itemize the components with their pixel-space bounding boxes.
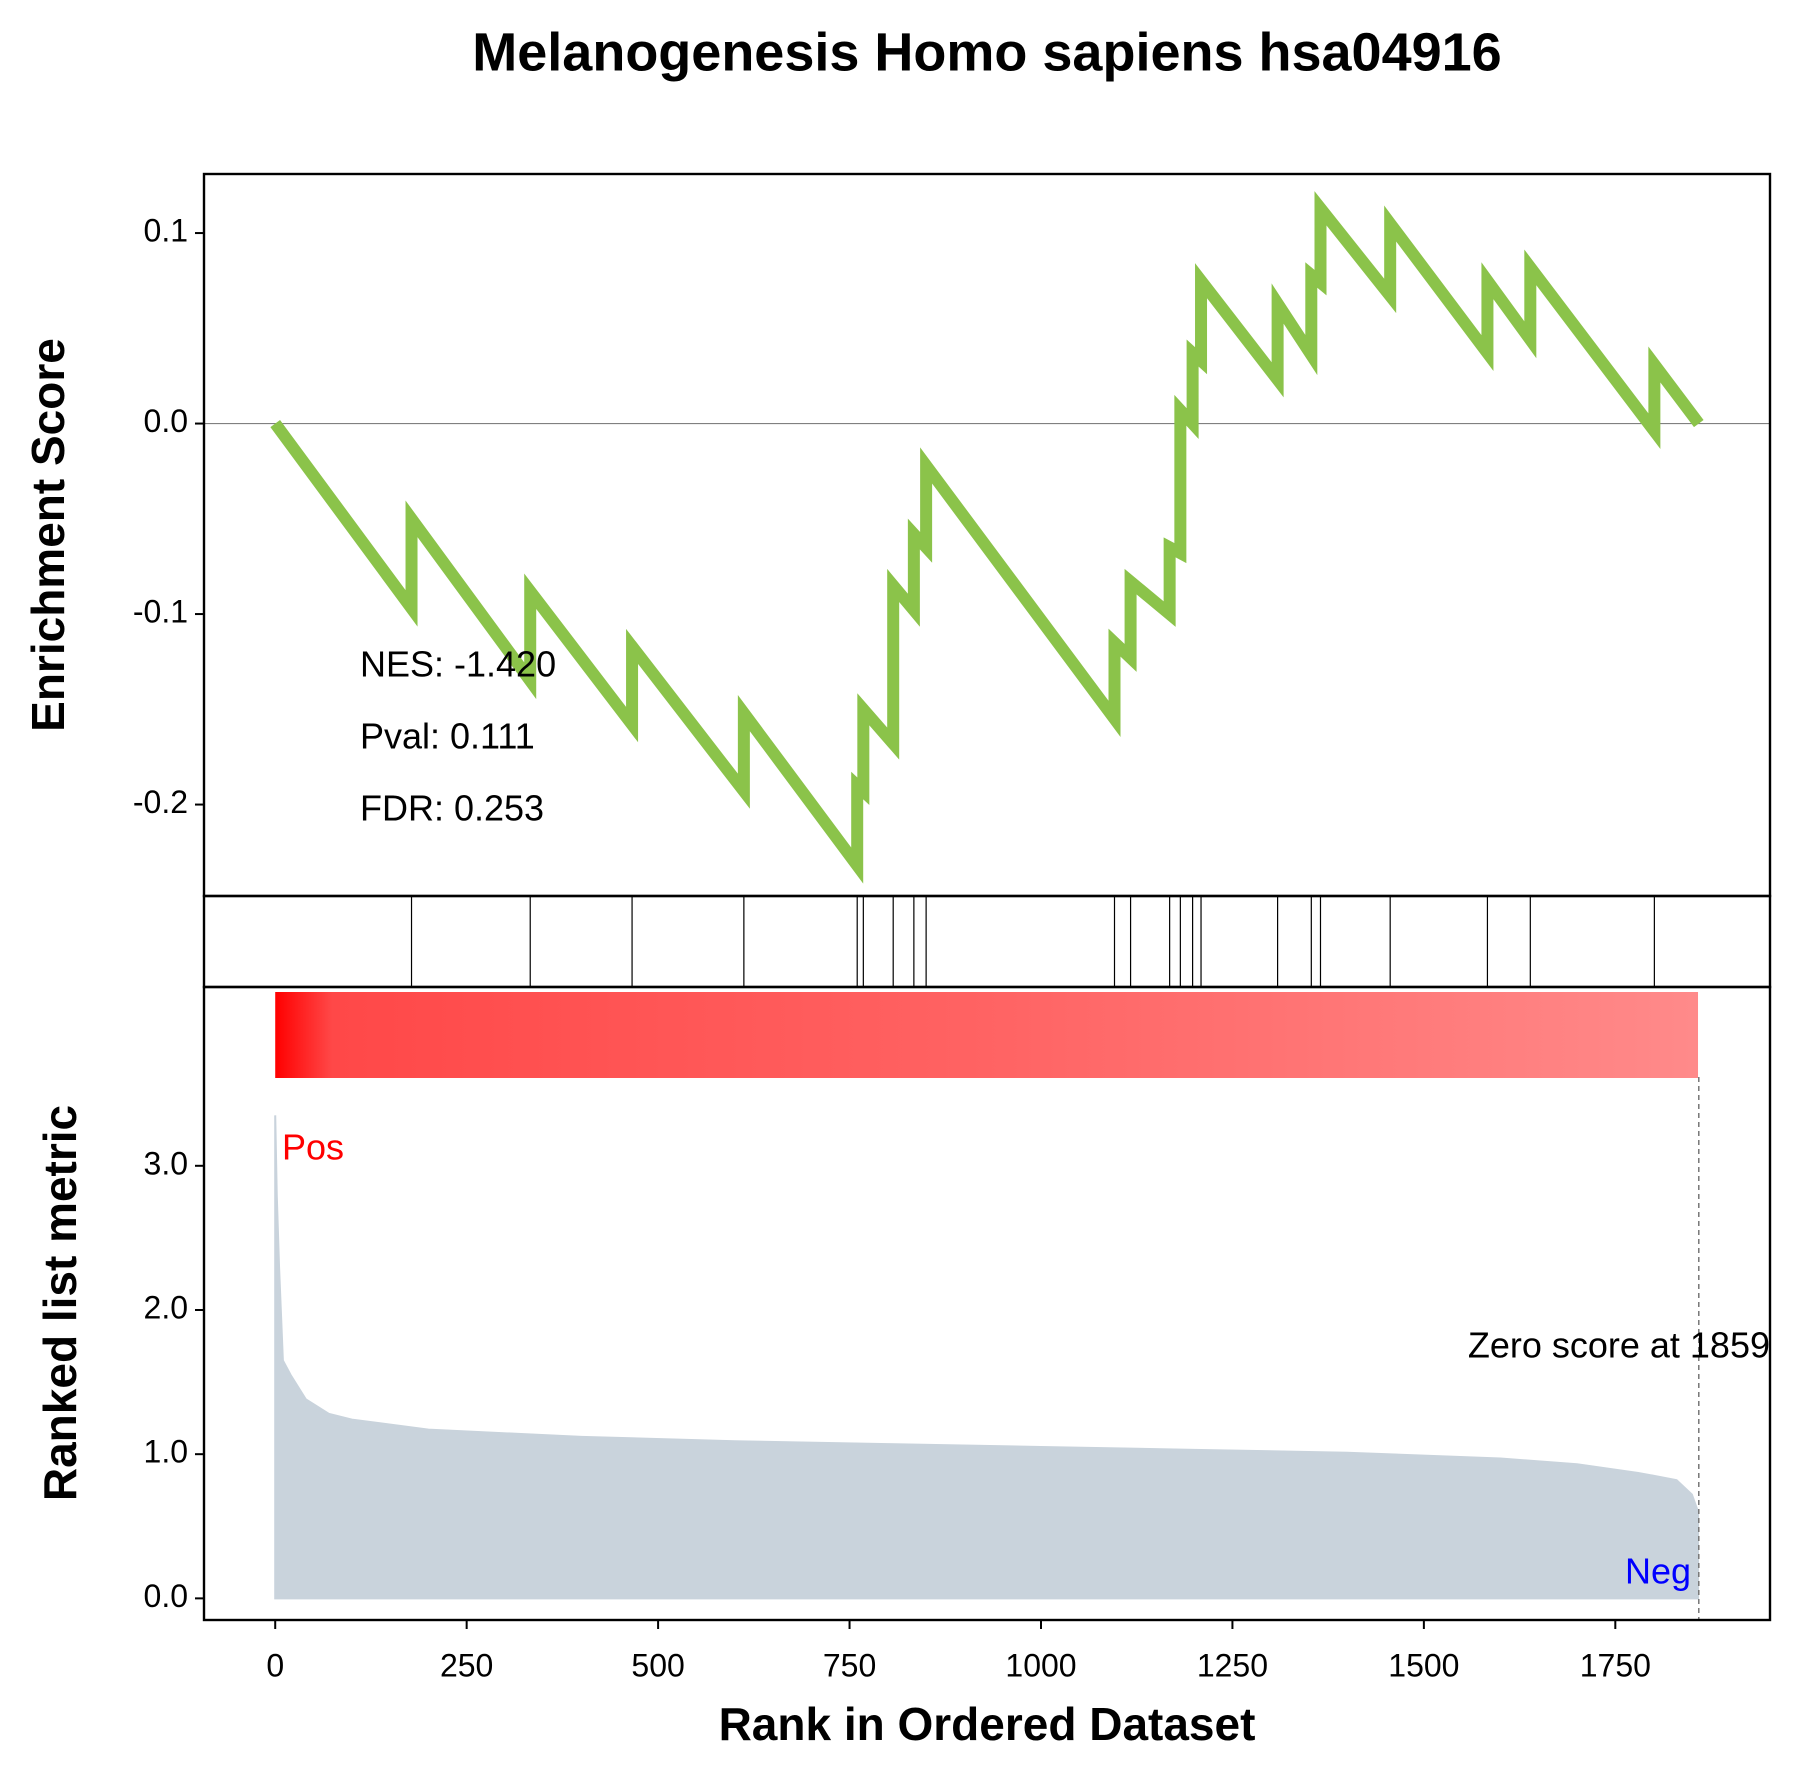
chart-title: Melanogenesis Homo sapiens hsa04916 <box>472 22 1501 82</box>
stat-annotation: NES: -1.420 <box>360 644 556 685</box>
y-tick-label: 1.0 <box>144 1434 188 1470</box>
x-tick-label: 750 <box>823 1647 876 1683</box>
x-tick-label: 1500 <box>1388 1647 1459 1683</box>
x-tick-label: 500 <box>631 1647 684 1683</box>
y-tick-label: 3.0 <box>144 1145 188 1181</box>
axes-frame <box>202 985 1772 1622</box>
y-axis-label: Enrichment Score <box>22 338 74 732</box>
y-tick-label: 0.1 <box>144 213 188 249</box>
y-tick-label: 0.0 <box>144 1578 188 1614</box>
y-tick-label: 2.0 <box>144 1289 188 1325</box>
es-line <box>270 191 1704 884</box>
x-tick-label: 1250 <box>1197 1647 1268 1683</box>
y-tick-label: -0.1 <box>133 594 188 630</box>
neg-label: Neg <box>1625 1551 1691 1592</box>
stat-annotation: FDR: 0.253 <box>360 788 544 829</box>
y-tick-label: -0.2 <box>133 784 188 820</box>
stat-annotation: Pval: 0.111 <box>360 716 535 757</box>
x-tick-label: 1000 <box>1005 1647 1076 1683</box>
x-axis-label: Rank in Ordered Dataset <box>719 1698 1256 1750</box>
zero-score-label: Zero score at 1859 <box>1468 1325 1770 1366</box>
plot-area: -0.2 -0.1 0.0 0.1 NES: -1.420 Pval: 0.111 FDR:… <box>133 172 1772 1683</box>
y-axis-label: Ranked list metric <box>34 1105 86 1501</box>
x-tick-label: 0 <box>266 1647 284 1683</box>
rank-gradient <box>275 992 1699 1078</box>
pos-label: Pos <box>282 1127 344 1168</box>
y-tick-label: 0.0 <box>144 403 188 439</box>
metric-area <box>274 1115 1700 1600</box>
x-tick-label: 1750 <box>1580 1647 1651 1683</box>
axes-frame <box>202 894 1772 989</box>
x-tick-label: 250 <box>440 1647 493 1683</box>
